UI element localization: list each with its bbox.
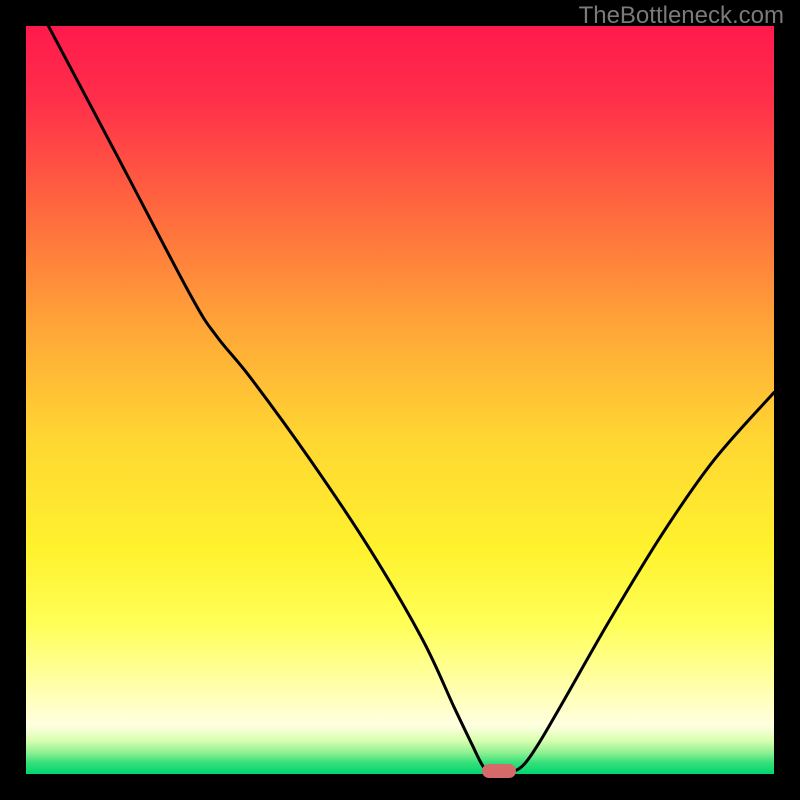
optimal-point-marker (482, 764, 516, 778)
plot-area (26, 26, 774, 774)
gradient-background (26, 26, 774, 774)
chart-frame: TheBottleneck.com (0, 0, 800, 800)
watermark-text: TheBottleneck.com (579, 2, 784, 30)
